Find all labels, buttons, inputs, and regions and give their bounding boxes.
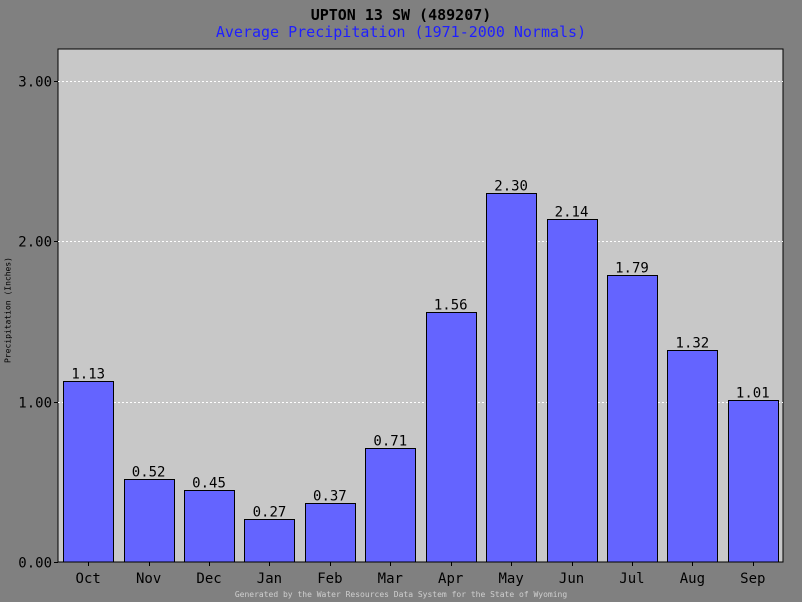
bar-value-label: 1.13 xyxy=(71,367,105,383)
plot-area xyxy=(57,48,784,563)
bar xyxy=(305,503,356,563)
bar xyxy=(667,350,718,563)
x-tick-label: Mar xyxy=(378,571,403,587)
y-tick-label: 1.00 xyxy=(18,396,52,412)
x-tick-label: Aug xyxy=(680,571,705,587)
bar-value-label: 0.45 xyxy=(192,476,226,492)
x-tick-label: May xyxy=(498,571,523,587)
bar xyxy=(486,193,537,563)
bar xyxy=(426,312,477,563)
bar xyxy=(547,219,598,563)
bar-value-label: 0.27 xyxy=(253,505,287,521)
footer-credit: Generated by the Water Resources Data Sy… xyxy=(234,590,568,599)
x-tick-label: Apr xyxy=(438,571,463,587)
bar-value-label: 0.71 xyxy=(373,434,407,450)
bar xyxy=(184,490,235,563)
bar-value-label: 0.37 xyxy=(313,489,347,505)
bar xyxy=(607,275,658,563)
bar-value-label: 1.56 xyxy=(434,298,468,314)
bar xyxy=(365,448,416,563)
bar-value-label: 1.01 xyxy=(736,386,770,402)
x-tick-label: Jan xyxy=(257,571,282,587)
x-tick-label: Oct xyxy=(76,571,101,587)
y-tick-label: 3.00 xyxy=(18,75,52,91)
bar-value-label: 2.14 xyxy=(555,205,589,221)
bar xyxy=(124,479,175,563)
bar-value-label: 1.32 xyxy=(676,336,710,352)
bar xyxy=(63,381,114,563)
x-tick-label: Jun xyxy=(559,571,584,587)
x-tick-label: Sep xyxy=(740,571,765,587)
bar-value-label: 0.52 xyxy=(132,465,166,481)
x-tick-label: Jul xyxy=(619,571,644,587)
bar-value-label: 1.79 xyxy=(615,261,649,277)
bar xyxy=(728,400,779,563)
bar xyxy=(244,519,295,563)
x-tick-label: Nov xyxy=(136,571,161,587)
bar-value-label: 2.30 xyxy=(494,179,528,195)
chart-subtitle: Average Precipitation (1971-2000 Normals… xyxy=(215,23,587,41)
x-tick-label: Dec xyxy=(196,571,221,587)
chart-title: UPTON 13 SW (489207) xyxy=(310,6,492,24)
y-tick-label: 0.00 xyxy=(18,556,52,572)
x-tick-label: Feb xyxy=(317,571,342,587)
y-tick-label: 2.00 xyxy=(18,235,52,251)
